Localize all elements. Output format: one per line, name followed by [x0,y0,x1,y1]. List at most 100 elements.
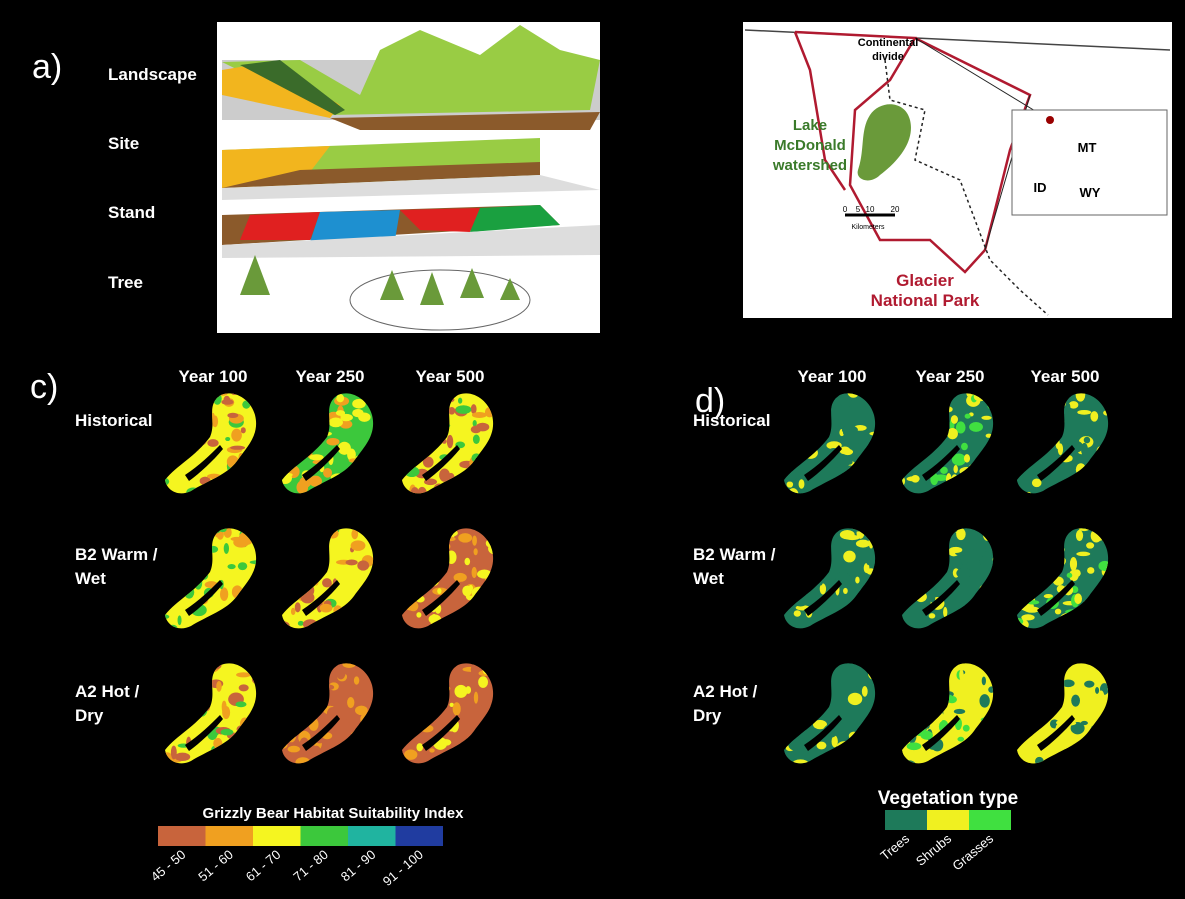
legend-swatch [885,810,927,830]
map-patch [225,437,231,442]
map-patch [842,428,857,437]
map-patch [478,676,489,688]
map-patch [199,477,210,483]
map-patch [843,550,856,563]
lake [922,715,960,751]
map-patch [312,745,321,755]
map-patch [422,456,434,468]
map-patch [294,602,301,613]
map-patch [353,676,360,685]
lake [804,445,842,481]
map-patch [966,393,973,398]
map-patch [351,668,357,676]
map-patch [906,476,920,482]
map-patch [165,477,170,486]
lake [185,715,223,751]
map-patch [238,684,249,692]
map-patch [1068,569,1079,582]
map-patch [940,466,948,474]
map-patch [207,439,219,447]
map-patch [347,697,355,709]
map-patch [837,459,853,466]
legend-swatch [158,826,206,846]
row-label: Dry [75,706,104,725]
map-patch [1076,551,1091,557]
map-patch [929,593,936,603]
map-patch [342,663,356,668]
map-patch [963,454,971,463]
map-patch [928,613,936,619]
map-patch [335,410,346,416]
map-patch [235,701,247,708]
map-patch [1071,694,1080,707]
map-patch [350,540,366,551]
map-patch [453,572,467,582]
map-patch [323,467,333,478]
map-patch [947,427,958,440]
legend-swatch [300,826,348,846]
map-patch [953,465,958,474]
map-patch [322,578,332,588]
map-patch [1061,679,1075,688]
lake [422,445,460,481]
map-patch [223,543,230,554]
map-patch [471,566,477,579]
lake [922,445,960,481]
map-patch [472,535,477,546]
map-patch [470,404,477,414]
map-patch [177,615,182,626]
lake [185,580,223,616]
map-patch [806,617,814,625]
map-patch [231,428,242,442]
map-patch [404,749,418,760]
map-label: Glacier [896,271,954,290]
map-patch [1080,720,1088,726]
row-label: Dry [693,706,722,725]
map-patch [454,684,468,698]
map-patch [417,486,427,494]
map-patch [227,412,239,419]
map-patch [836,721,844,733]
map-patch [221,700,227,714]
map-patch [842,448,854,456]
scale-tick: 10 [866,205,875,214]
map-patch [470,663,479,676]
map-patch [1066,403,1071,412]
map-patch [962,724,970,732]
map-patch [793,610,801,617]
column-header: Year 100 [178,367,247,386]
map-patch [969,422,983,432]
map-patch [309,454,324,461]
map-patch [792,759,809,764]
map-patch [174,752,191,762]
panel-label: a) [32,48,62,86]
map-patch [1083,436,1091,444]
map-patch [297,620,304,626]
row-label: Historical [75,411,152,430]
lake [804,580,842,616]
map-label: Lake [793,117,827,134]
lake [185,445,223,481]
map-patch [236,672,251,678]
map-patch [220,728,234,736]
map-patch [1031,478,1042,488]
map-patch [221,399,234,405]
panel-label: b) [690,48,720,86]
row-label: B2 Warm / [693,545,776,564]
map-patch [943,606,948,618]
map-patch [345,559,358,566]
column-header: Year 250 [295,367,364,386]
map-patch [965,703,981,709]
map-patch [816,741,827,750]
row-label: B2 Warm / [75,545,158,564]
scale-unit: Kilometers [851,224,885,231]
map-label: divide [872,51,904,63]
map-patch [961,672,976,685]
row-label: Wet [693,569,724,588]
map-patch [951,453,966,466]
map-patch [448,406,456,415]
map-patch [455,405,472,414]
map-patch [1090,411,1099,422]
map-patch [309,475,322,487]
